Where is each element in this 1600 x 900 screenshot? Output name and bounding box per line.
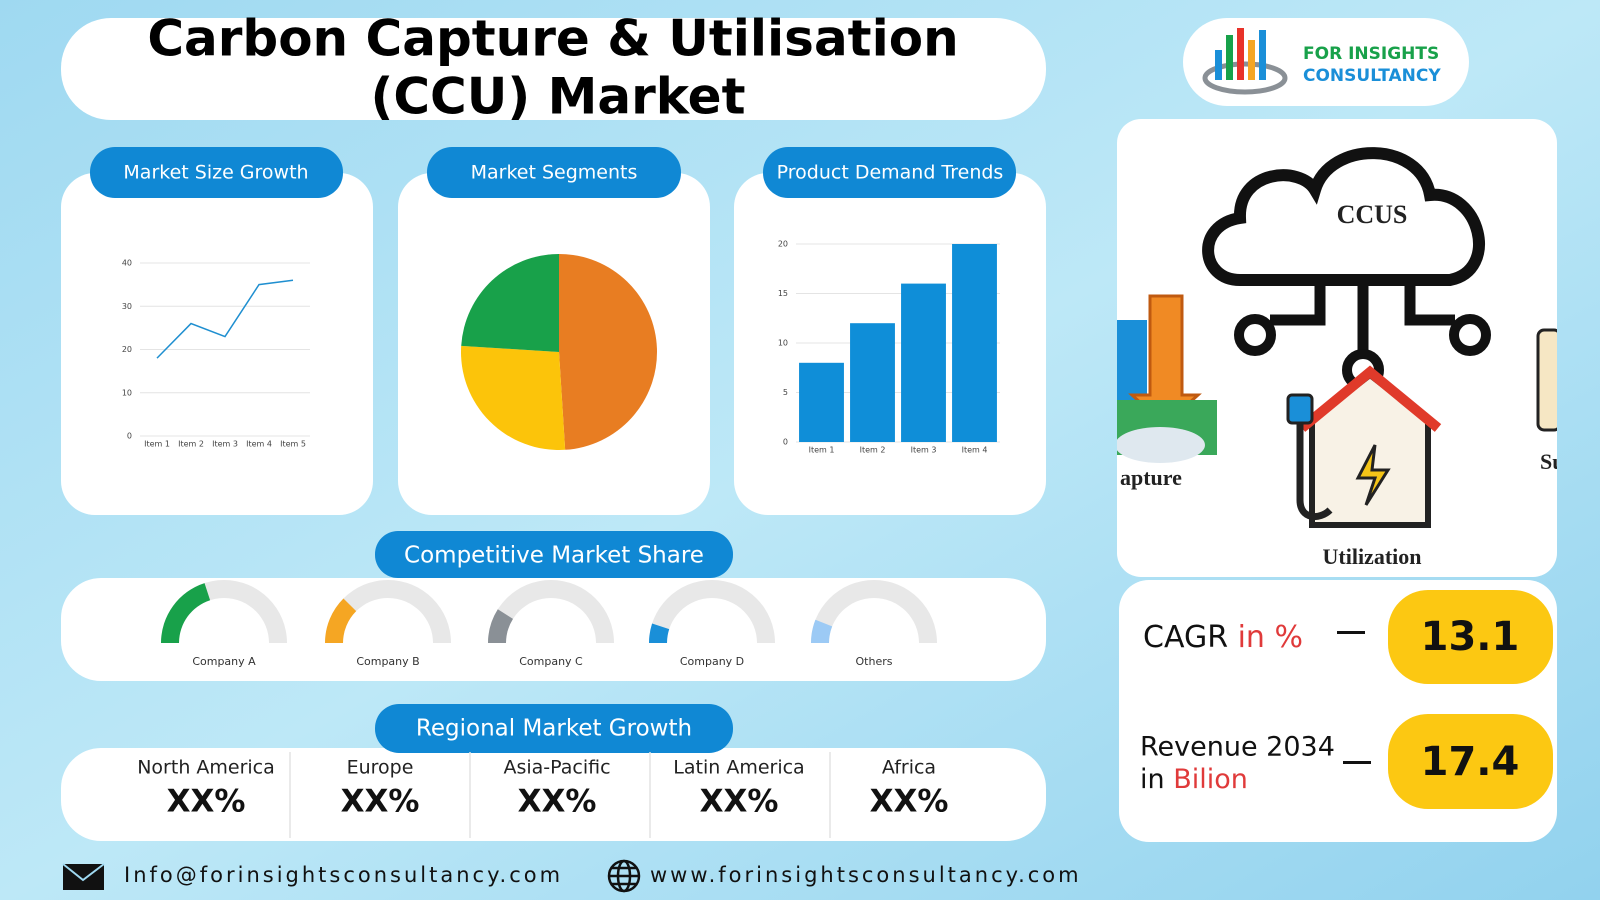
region-value: XX% — [870, 784, 949, 820]
x-tick-label: Item 4 — [962, 446, 988, 455]
x-tick-label: Item 3 — [911, 446, 937, 455]
region-name: Africa — [882, 757, 936, 779]
title-line: Carbon Capture & Utilisation — [147, 10, 958, 68]
pie-slice — [461, 345, 566, 450]
y-tick-label: 15 — [778, 289, 788, 298]
y-tick-label: 0 — [127, 432, 132, 441]
title-card — [61, 18, 1046, 120]
bar — [799, 362, 844, 442]
kpi-label-text: CAGR — [1143, 620, 1228, 655]
section-title: Product Demand Trends — [777, 162, 1004, 184]
y-tick-label: 20 — [778, 240, 788, 249]
illustration: CCUS Utilization apture Su — [1117, 147, 1564, 569]
gauge-label: Company A — [192, 655, 256, 668]
illustration-label: apture — [1120, 465, 1182, 490]
dash — [1337, 631, 1365, 634]
region-dividers — [289, 752, 831, 838]
gauge-track — [649, 580, 775, 643]
footer-website: www.forinsightsconsultancy.com — [650, 863, 1082, 887]
gauge-track — [488, 580, 614, 643]
kpi-label: in Bilion — [1140, 764, 1248, 795]
section-title: Competitive Market Share — [404, 543, 704, 569]
region-value: XX% — [518, 784, 597, 820]
illustration-label: Su — [1540, 449, 1564, 474]
gauge-arc — [161, 583, 211, 643]
kpi-value: 13.1 — [1421, 614, 1520, 660]
kpi-label: CAGR in % — [1143, 620, 1303, 655]
section-pill — [375, 531, 733, 578]
region-name: North America — [137, 757, 275, 779]
region-name: Latin America — [673, 757, 804, 779]
region-value: XX% — [700, 784, 779, 820]
section-pill — [427, 147, 681, 198]
gauge-arc — [811, 619, 833, 643]
gauge-arc — [325, 598, 357, 643]
illustration-label: Utilization — [1323, 544, 1422, 569]
logo-text: FOR INSIGHTS — [1303, 44, 1439, 64]
gauge-label: Company B — [356, 655, 419, 668]
regional-card — [61, 748, 1046, 841]
y-tick-label: 30 — [122, 302, 132, 311]
y-tick-label: 20 — [122, 345, 132, 354]
kpi-unit-prefix: in — [1140, 764, 1165, 795]
gauge-arc — [649, 623, 670, 643]
kpi-unit: in % — [1238, 620, 1303, 655]
region-name: Asia-Pacific — [503, 757, 610, 779]
x-tick-label: Item 4 — [246, 440, 272, 449]
dash — [1343, 761, 1371, 764]
kpi-pill — [1388, 590, 1553, 684]
x-tick-label: Item 1 — [144, 440, 170, 449]
x-tick-label: Item 1 — [809, 446, 835, 455]
kpi-unit: Bilion — [1173, 764, 1248, 795]
pie-slice — [559, 254, 657, 450]
section-pill — [90, 147, 343, 198]
bar — [901, 283, 946, 442]
x-tick-label: Item 3 — [212, 440, 238, 449]
region-value: XX% — [167, 784, 246, 820]
share-card — [61, 578, 1046, 681]
logo-icon — [1202, 28, 1288, 95]
bar — [850, 323, 895, 442]
x-tick-label: Item 2 — [178, 440, 204, 449]
globe-icon — [607, 859, 641, 893]
footer-email: Info@forinsightsconsultancy.com — [124, 863, 563, 887]
gauge-track — [811, 580, 937, 643]
gauge-label: Others — [856, 655, 893, 668]
y-tick-label: 0 — [783, 438, 788, 447]
chart-card — [61, 173, 373, 515]
pie-slice — [461, 254, 559, 352]
y-tick-label: 5 — [783, 388, 788, 397]
section-title: Market Size Growth — [123, 162, 308, 184]
y-tick-label: 10 — [778, 339, 788, 348]
kpi-label: Revenue 2034 — [1140, 732, 1335, 763]
gauge-label: Company C — [519, 655, 583, 668]
title-line: (CCU) Market — [371, 68, 746, 126]
gauge-label: Company D — [680, 655, 744, 668]
gauge-arc — [488, 609, 514, 643]
section-title: Regional Market Growth — [416, 716, 692, 742]
region-value: XX% — [341, 784, 420, 820]
mail-icon — [62, 863, 105, 890]
kpi-pill — [1388, 714, 1553, 809]
bar — [952, 244, 997, 442]
illustration-card — [1117, 119, 1557, 577]
kpi-value: 17.4 — [1421, 739, 1520, 785]
logo-text: CONSULTANCY — [1303, 66, 1441, 86]
x-tick-label: Item 2 — [860, 446, 886, 455]
line — [156, 279, 294, 359]
section-pill — [763, 147, 1016, 198]
y-tick-label: 40 — [122, 259, 132, 268]
section-title: Market Segments — [471, 162, 638, 184]
section-pill — [375, 704, 733, 753]
x-tick-label: Item 5 — [280, 440, 306, 449]
y-tick-label: 10 — [122, 388, 132, 397]
illustration-label: CCUS — [1337, 200, 1408, 229]
gauge-track — [325, 580, 451, 643]
region-name: Europe — [347, 757, 414, 779]
